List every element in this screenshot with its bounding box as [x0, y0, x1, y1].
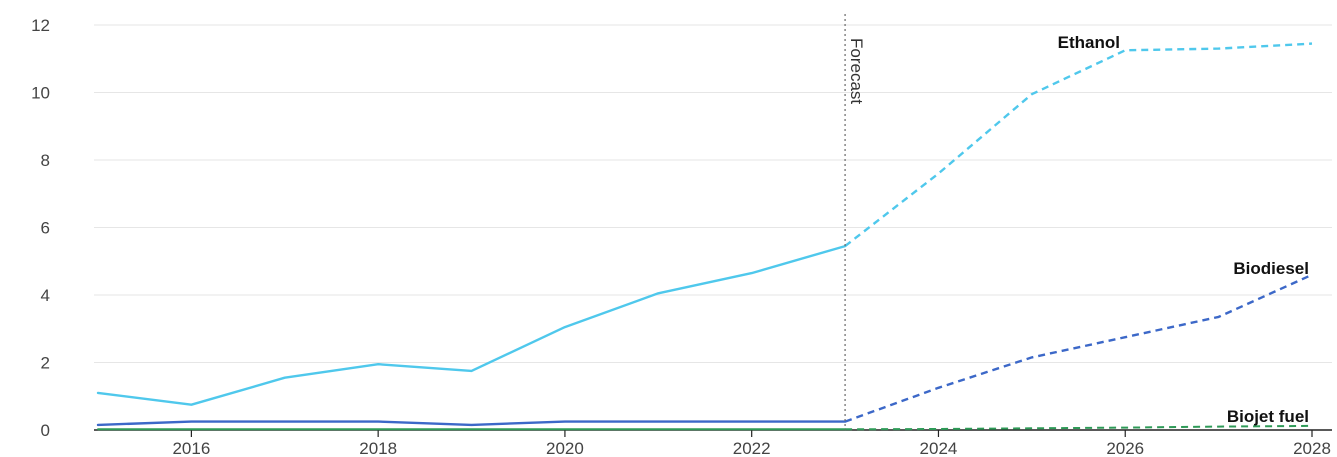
axes: 0 2 4 6 8 10 12 2016 2018 2020 2022 2024 2026 2028 — [31, 16, 1332, 457]
forecast-label: Forecast — [847, 38, 866, 104]
x-tick-label: 2016 — [172, 439, 210, 457]
gridlines — [94, 24, 1332, 363]
x-tick-label: 2026 — [1106, 439, 1144, 457]
biojet-fuel-forecast-line — [845, 424, 1313, 431]
x-tick-label: 2020 — [546, 439, 584, 457]
ethanol-forecast-line — [844, 42, 1313, 248]
ethanol-actual-line — [96, 244, 847, 406]
x-tick-label: 2018 — [359, 439, 397, 457]
biodiesel-forecast-line — [844, 273, 1313, 423]
series-lines — [96, 42, 1313, 431]
y-tick-label: 12 — [31, 16, 50, 35]
x-tick-label: 2022 — [733, 439, 771, 457]
y-tick-label: 4 — [41, 286, 50, 305]
y-tick-label: 10 — [31, 84, 50, 103]
forecast-marker: Forecast — [844, 14, 866, 430]
y-tick-label: 8 — [41, 151, 50, 170]
x-tick-label: 2028 — [1293, 439, 1331, 457]
y-tick-label: 2 — [41, 354, 50, 373]
ethanol-label: Ethanol — [1058, 33, 1120, 52]
biojet-fuel-label: Biojet fuel — [1227, 407, 1309, 426]
y-tick-label: 0 — [41, 421, 50, 440]
biodiesel-actual-line — [96, 420, 847, 427]
biodiesel-label: Biodiesel — [1233, 259, 1309, 278]
series-labels: Ethanol Biodiesel Biojet fuel — [1058, 33, 1309, 426]
x-tick-label: 2024 — [920, 439, 958, 457]
y-tick-label: 6 — [41, 219, 50, 238]
